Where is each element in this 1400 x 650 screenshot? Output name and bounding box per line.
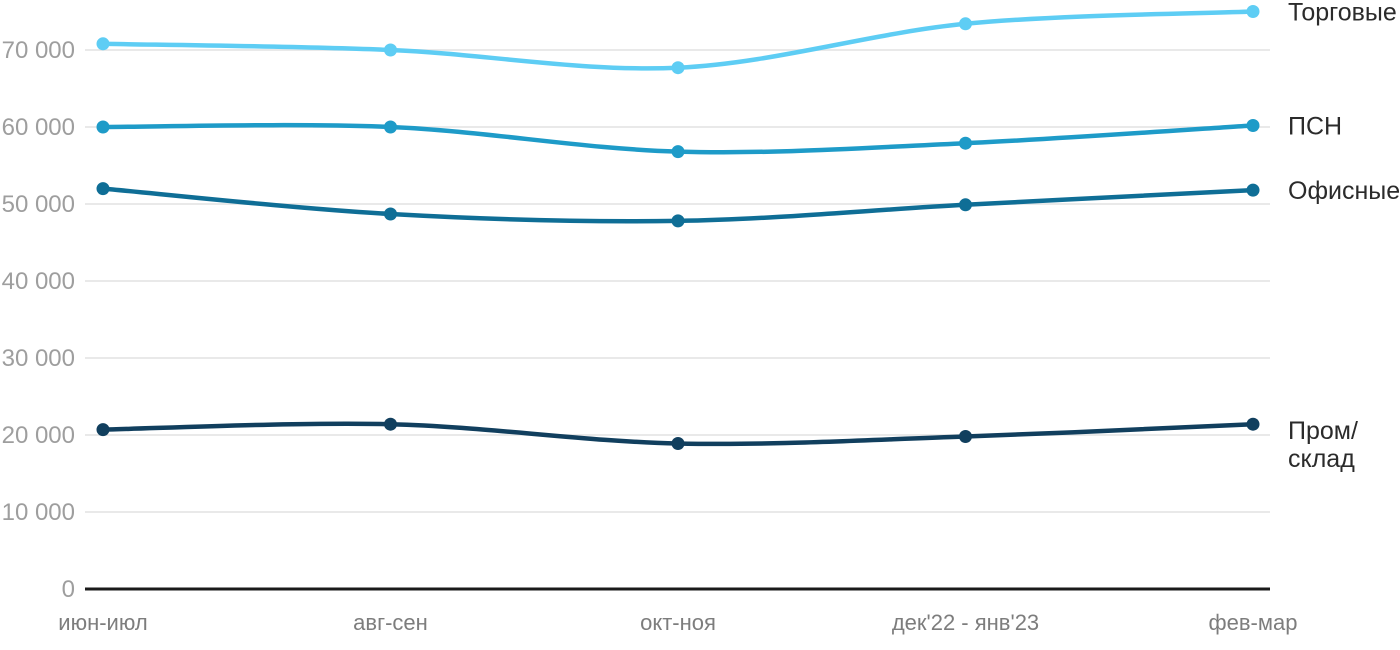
y-tick-label: 50 000 [2, 191, 75, 218]
x-tick-label: дек'22 - янв'23 [892, 610, 1039, 635]
data-point[interactable] [384, 207, 397, 221]
y-tick-label: 30 000 [2, 345, 75, 372]
data-point[interactable] [959, 430, 972, 443]
x-tick-label: авг-сен [353, 610, 428, 635]
series-label: склад [1288, 445, 1355, 473]
data-point[interactable] [959, 17, 972, 31]
data-point[interactable] [384, 120, 397, 134]
data-point[interactable] [671, 437, 685, 450]
series-label: Офисные [1288, 177, 1400, 205]
data-point[interactable] [1246, 417, 1260, 431]
data-point[interactable] [384, 417, 397, 431]
y-tick-label: 10 000 [2, 499, 75, 526]
data-point[interactable] [96, 37, 110, 51]
x-tick-label: июн-июл [58, 610, 147, 635]
data-point[interactable] [1246, 183, 1260, 197]
series-label: Пром/ [1288, 417, 1358, 445]
data-point[interactable] [1246, 119, 1260, 132]
data-point[interactable] [1246, 5, 1260, 18]
data-point[interactable] [959, 198, 972, 212]
data-point[interactable] [959, 136, 972, 150]
series-label: ПСН [1288, 113, 1342, 141]
y-tick-label: 70 000 [2, 37, 75, 64]
y-tick-label: 60 000 [2, 114, 75, 141]
data-point[interactable] [671, 61, 685, 75]
series-label: Торговые [1288, 0, 1397, 27]
y-tick-label: 0 [62, 576, 75, 603]
data-point[interactable] [96, 423, 110, 437]
data-point[interactable] [671, 145, 685, 159]
data-point[interactable] [96, 182, 110, 196]
y-tick-label: 20 000 [2, 422, 75, 449]
data-point[interactable] [96, 120, 110, 134]
x-tick-label: окт-ноя [640, 610, 716, 635]
y-tick-label: 40 000 [2, 268, 75, 295]
x-tick-label: фев-мар [1209, 610, 1298, 635]
data-point[interactable] [671, 214, 685, 228]
data-point[interactable] [384, 43, 397, 57]
series-line-Торговые [100, 9, 1256, 71]
